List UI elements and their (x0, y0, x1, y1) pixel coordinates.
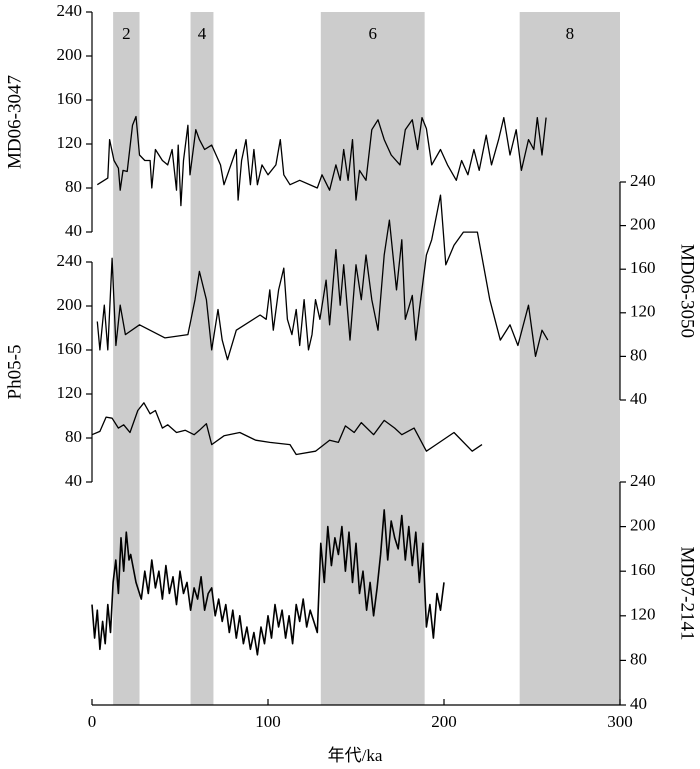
y-tick-label: 40 (630, 694, 647, 713)
y-tick-label: 40 (65, 221, 82, 240)
x-tick-label: 200 (431, 712, 457, 731)
y-tick-label: 200 (630, 516, 656, 535)
band-label: 8 (566, 24, 575, 43)
series-line (91, 509, 445, 656)
y-tick-label: 240 (57, 1, 83, 20)
y-tick-label: 200 (57, 45, 83, 64)
y-tick-label: 120 (57, 383, 83, 402)
band (113, 12, 140, 705)
band-label: 6 (368, 24, 377, 43)
y-tick-label: 120 (630, 302, 656, 321)
y-axis-label: MD97-2141 (677, 547, 698, 641)
x-axis-label: 年代/ka (328, 746, 383, 765)
y-axis-label: Ph05-5 (4, 345, 25, 400)
y-tick-label: 120 (630, 605, 656, 624)
y-axis-label: MD06-3050 (677, 244, 698, 338)
y-tick-label: 80 (630, 345, 647, 364)
y-tick-label: 240 (630, 471, 656, 490)
series-line (91, 402, 483, 456)
y-tick-label: 240 (57, 251, 83, 270)
x-tick-label: 300 (607, 712, 633, 731)
y-tick-label: 160 (630, 560, 656, 579)
y-tick-label: 160 (57, 339, 83, 358)
band-label: 4 (198, 24, 207, 43)
x-tick-label: 100 (255, 712, 281, 731)
y-tick-label: 240 (630, 171, 656, 190)
band (190, 12, 214, 705)
y-axis-label: MD06-3047 (4, 75, 25, 169)
y-tick-label: 120 (57, 133, 83, 152)
y-tick-label: 80 (65, 177, 82, 196)
band-label: 2 (122, 24, 131, 43)
series-line (96, 194, 549, 361)
y-tick-label: 80 (630, 649, 647, 668)
x-tick-label: 0 (88, 712, 97, 731)
series-line (96, 115, 547, 207)
y-tick-label: 80 (65, 427, 82, 446)
y-tick-label: 160 (630, 258, 656, 277)
y-tick-label: 200 (630, 215, 656, 234)
y-tick-label: 200 (57, 295, 83, 314)
band (519, 12, 620, 705)
bands (113, 12, 620, 705)
y-tick-label: 40 (630, 389, 647, 408)
y-tick-label: 40 (65, 471, 82, 490)
y-tick-label: 160 (57, 89, 83, 108)
